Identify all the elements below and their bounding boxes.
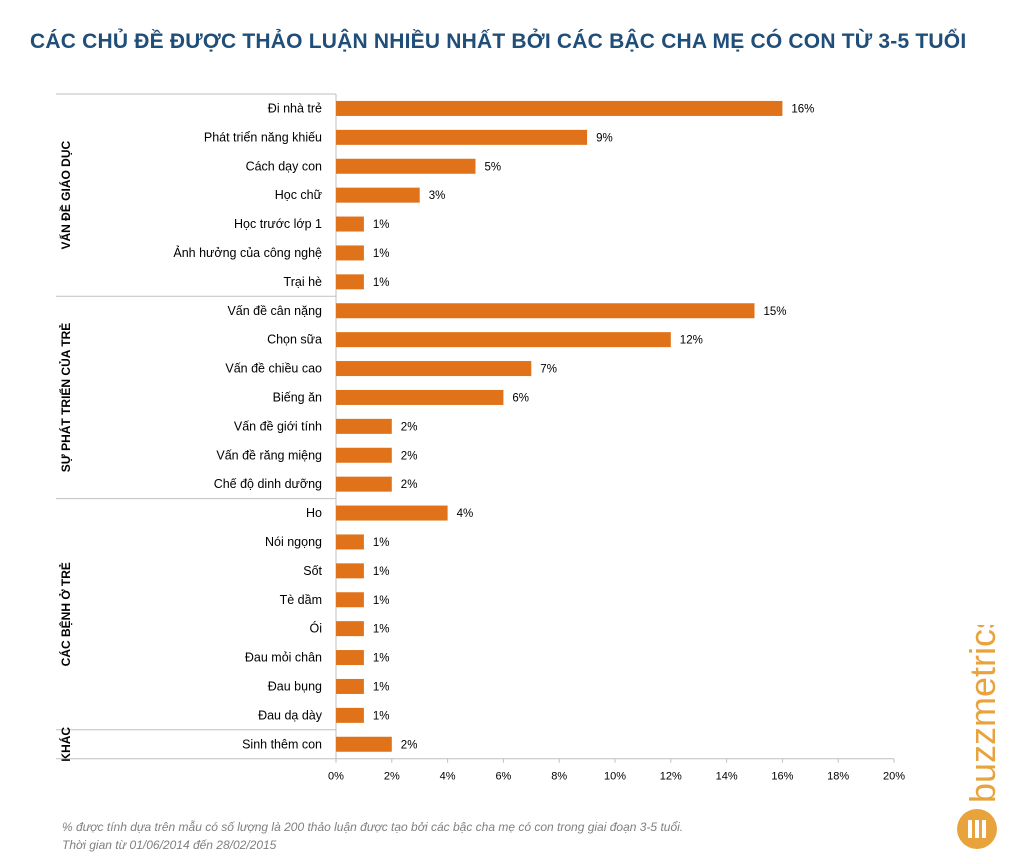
category-label: Biếng ăn bbox=[273, 390, 322, 404]
data-label: 1% bbox=[373, 537, 390, 549]
category-label: Sinh thêm con bbox=[242, 737, 322, 751]
bar bbox=[336, 332, 671, 348]
buzzmetrics-logo: buzzmetrics bbox=[955, 625, 1005, 850]
logo-wordmark: buzzmetrics bbox=[962, 625, 1003, 803]
category-label: Chọn sữa bbox=[267, 333, 322, 347]
x-tick-label: 8% bbox=[551, 771, 567, 783]
group-label: SỰ PHÁT TRIỂN CỦA TRẺ bbox=[58, 323, 73, 473]
data-label: 3% bbox=[429, 190, 446, 202]
bar bbox=[336, 389, 504, 405]
bar bbox=[336, 476, 392, 492]
category-label: Học trước lớp 1 bbox=[234, 217, 322, 231]
data-label: 2% bbox=[401, 421, 418, 433]
buzzmetrics-logo-icon bbox=[957, 809, 997, 849]
bar bbox=[336, 216, 364, 232]
category-label: Ho bbox=[306, 506, 322, 520]
data-label: 1% bbox=[373, 277, 390, 289]
data-label: 4% bbox=[457, 508, 474, 520]
category-label: Đau bụng bbox=[268, 679, 322, 693]
category-label: Chế độ dinh dưỡng bbox=[214, 477, 322, 491]
data-label: 1% bbox=[373, 624, 390, 636]
x-tick-label: 16% bbox=[771, 771, 793, 783]
data-label: 7% bbox=[540, 364, 557, 376]
x-tick-label: 4% bbox=[440, 771, 456, 783]
x-tick-label: 6% bbox=[495, 771, 511, 783]
category-label: Trại hè bbox=[284, 275, 322, 289]
bar bbox=[336, 592, 364, 608]
data-label: 2% bbox=[401, 450, 418, 462]
category-label: Đi nhà trẻ bbox=[268, 101, 322, 115]
bar bbox=[336, 736, 392, 752]
x-tick-label: 2% bbox=[384, 771, 400, 783]
bar bbox=[336, 303, 755, 319]
footnote-period: Thời gian từ 01/06/2014 đến 28/02/2015 bbox=[62, 838, 277, 852]
data-label: 1% bbox=[373, 595, 390, 607]
category-label: Vấn đề chiều cao bbox=[225, 362, 322, 376]
bar bbox=[336, 621, 364, 637]
data-label: 2% bbox=[401, 739, 418, 751]
category-label: Ảnh hưởng của công nghệ bbox=[173, 245, 322, 260]
data-label: 12% bbox=[680, 335, 703, 347]
category-label: Ói bbox=[310, 621, 323, 636]
category-label: Vấn đề răng miệng bbox=[216, 448, 322, 462]
category-label: Cách dạy con bbox=[246, 159, 322, 173]
footnote-sample: % được tính dựa trên mẫu có số lượng là … bbox=[62, 820, 684, 834]
bar bbox=[336, 563, 364, 579]
bar bbox=[336, 129, 588, 145]
bar bbox=[336, 505, 448, 521]
bar bbox=[336, 158, 476, 174]
category-label: Sốt bbox=[303, 564, 322, 578]
bar bbox=[336, 361, 532, 377]
data-label: 1% bbox=[373, 248, 390, 260]
data-label: 5% bbox=[485, 161, 502, 173]
bar bbox=[336, 274, 364, 290]
data-label: 1% bbox=[373, 566, 390, 578]
data-label: 1% bbox=[373, 681, 390, 693]
bar bbox=[336, 707, 364, 723]
x-tick-label: 20% bbox=[883, 771, 905, 783]
category-label: Đau dạ dày bbox=[258, 708, 323, 722]
bar bbox=[336, 678, 364, 694]
data-label: 15% bbox=[764, 306, 787, 318]
category-label: Tè dầm bbox=[280, 593, 322, 607]
data-label: 16% bbox=[791, 103, 814, 115]
group-label: KHÁC bbox=[58, 727, 73, 762]
data-label: 1% bbox=[373, 653, 390, 665]
category-label: Vấn đề giới tính bbox=[234, 419, 322, 433]
group-label: VẤN ĐỀ GIÁO DỤC bbox=[58, 140, 73, 249]
category-label: Nói ngọng bbox=[265, 535, 322, 549]
data-label: 9% bbox=[596, 132, 613, 144]
bar bbox=[336, 447, 392, 463]
chart-title: CÁC CHỦ ĐỀ ĐƯỢC THẢO LUẬN NHIỀU NHẤT BỞI… bbox=[30, 30, 967, 53]
category-label: Học chữ bbox=[275, 188, 322, 202]
category-label: Vấn đề cân nặng bbox=[227, 304, 322, 318]
bar bbox=[336, 187, 420, 203]
category-label: Đau mỏi chân bbox=[245, 651, 322, 665]
data-label: 2% bbox=[401, 479, 418, 491]
group-label: CÁC BỆNH Ở TRẺ bbox=[58, 562, 73, 666]
logo-text: buzzmetrics bbox=[962, 625, 1003, 803]
bar bbox=[336, 534, 364, 550]
x-tick-label: 10% bbox=[604, 771, 626, 783]
bar bbox=[336, 418, 392, 434]
x-tick-label: 0% bbox=[328, 771, 344, 783]
data-label: 1% bbox=[373, 710, 390, 722]
x-tick-label: 14% bbox=[716, 771, 738, 783]
x-tick-label: 18% bbox=[827, 771, 849, 783]
category-label: Phát triển năng khiếu bbox=[204, 130, 322, 144]
bar bbox=[336, 650, 364, 666]
bar bbox=[336, 100, 783, 116]
bar bbox=[336, 245, 364, 261]
data-label: 1% bbox=[373, 219, 390, 231]
data-label: 6% bbox=[512, 392, 529, 404]
x-tick-label: 12% bbox=[660, 771, 682, 783]
